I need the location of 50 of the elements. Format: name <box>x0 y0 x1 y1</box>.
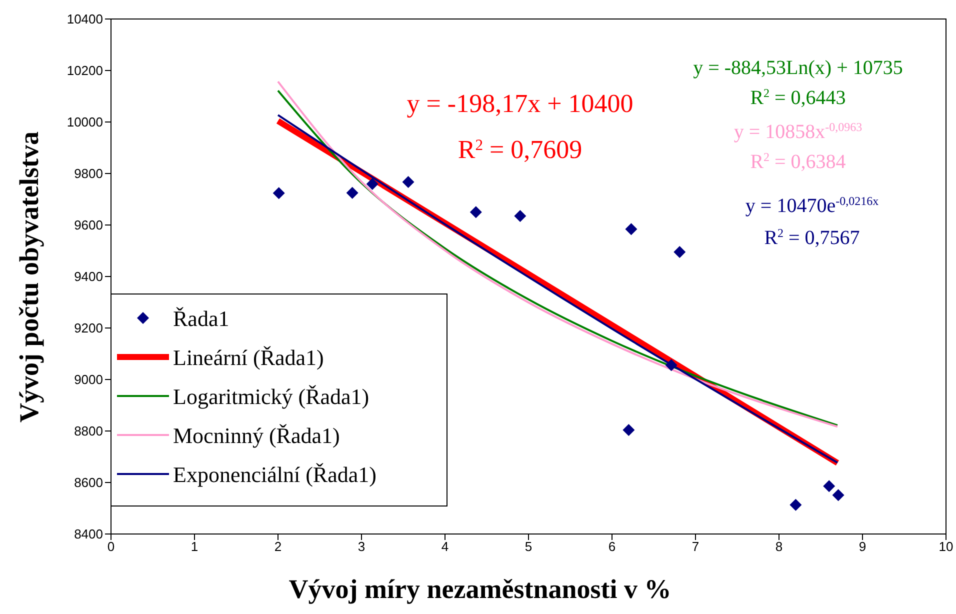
y-tick-label: 9000 <box>74 372 103 388</box>
point <box>625 223 638 236</box>
y-tick-label: 10000 <box>66 114 103 130</box>
y-tick-label: 9200 <box>74 320 103 336</box>
y-tick-label: 8800 <box>74 424 103 439</box>
point <box>346 186 358 199</box>
point <box>665 359 678 372</box>
x-tick-label: 9 <box>858 539 866 554</box>
point <box>823 480 836 492</box>
point <box>402 176 414 188</box>
point <box>674 246 686 258</box>
legend-label: Exponenciální (Řada1) <box>173 462 376 487</box>
x-tick-label: 1 <box>190 539 198 554</box>
point <box>622 424 635 436</box>
annotation: R$^{2}$ = 0,7567 <box>764 226 860 249</box>
y-tick-label: 10400 <box>66 12 103 27</box>
y-tick-label: 9600 <box>74 218 103 233</box>
annotation: y = -198,17x + 10400 <box>406 89 634 118</box>
x-tick-label: 0 <box>107 539 115 554</box>
x-tick-label: 5 <box>524 539 532 554</box>
annotation: R$^{2}$ = 0,6443 <box>750 86 846 109</box>
y-axis-title: Vývoj počtu obyvatelstva <box>14 131 44 422</box>
x-tick-label: 8 <box>775 539 783 554</box>
x-tick-label: 3 <box>358 539 366 554</box>
x-tick-label: 10 <box>938 539 954 554</box>
point <box>470 206 482 218</box>
x-tick-label: 7 <box>692 539 700 554</box>
legend-label: Lineární (Řada1) <box>173 345 324 370</box>
x-tick-label: 6 <box>608 539 616 554</box>
y-tick-label: 9400 <box>74 269 103 284</box>
y-tick-label: 8600 <box>74 475 103 490</box>
point <box>790 498 802 511</box>
y-tick-label: 10200 <box>66 63 103 78</box>
annotation: R$^{2}$ = 0,7609 <box>458 135 582 164</box>
point <box>832 489 844 502</box>
legend-label: Řada1 <box>173 306 230 331</box>
x-tick-label: 4 <box>441 539 449 554</box>
annotation: y = 10858x$^{-0,0963}$ <box>734 120 862 143</box>
x-axis-title: Vývoj míry nezaměstnanosti v % <box>288 574 672 604</box>
annotation: y = -884,53Ln(x) + 10735 <box>693 57 903 79</box>
y-tick-label: 8400 <box>74 526 103 542</box>
y-tick-label: 9800 <box>74 166 103 182</box>
point <box>272 187 285 200</box>
legend-label: Mocninný (Řada1) <box>173 423 340 448</box>
legend-label: Logaritmický (Řada1) <box>173 384 370 409</box>
x-tick-label: 2 <box>274 539 282 554</box>
annotation: y = 10470e$^{-0,0216x}$ <box>745 194 879 217</box>
point <box>366 178 378 190</box>
annotation: R$^{2}$ = 0,6384 <box>750 150 846 173</box>
point <box>514 210 526 222</box>
